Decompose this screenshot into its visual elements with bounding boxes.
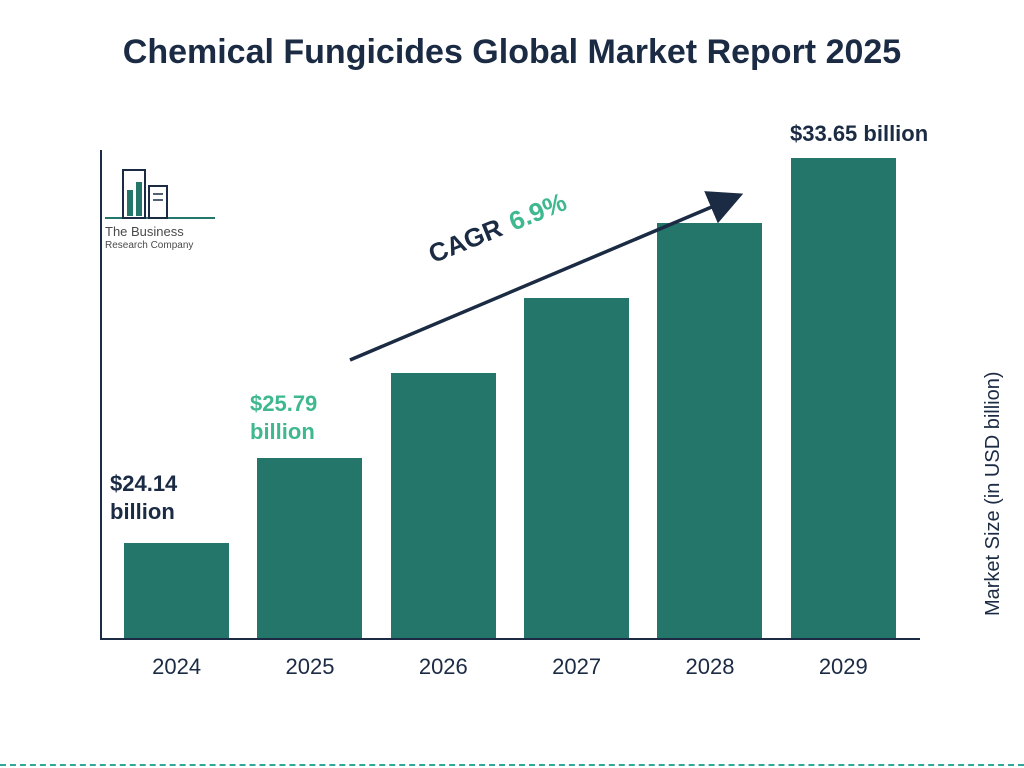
bar-rect [791, 158, 896, 638]
bar-rect [657, 223, 762, 638]
bar-2029 [783, 158, 903, 638]
x-label-2024: 2024 [117, 654, 237, 680]
x-label-2029: 2029 [783, 654, 903, 680]
x-label-2025: 2025 [250, 654, 370, 680]
bar-2025 [250, 458, 370, 638]
bar-rect [391, 373, 496, 638]
bar-rect [124, 543, 229, 638]
x-axis [100, 638, 920, 640]
dashed-divider [0, 764, 1024, 766]
x-label-2026: 2026 [383, 654, 503, 680]
bar-2027 [517, 298, 637, 638]
bar-2028 [650, 223, 770, 638]
x-labels: 2024 2025 2026 2027 2028 2029 [100, 654, 920, 680]
value-label-2025: $25.79 billion [250, 390, 340, 445]
value-label-2029: $33.65 billion [790, 120, 928, 148]
bar-rect [524, 298, 629, 638]
x-label-2028: 2028 [650, 654, 770, 680]
chart-title: Chemical Fungicides Global Market Report… [0, 30, 1024, 74]
value-label-2024: $24.14 billion [110, 470, 200, 525]
y-axis-title: Market Size (in USD billion) [983, 372, 1006, 617]
bar-2024 [117, 543, 237, 638]
bar-rect [257, 458, 362, 638]
bar-2026 [383, 373, 503, 638]
x-label-2027: 2027 [517, 654, 637, 680]
